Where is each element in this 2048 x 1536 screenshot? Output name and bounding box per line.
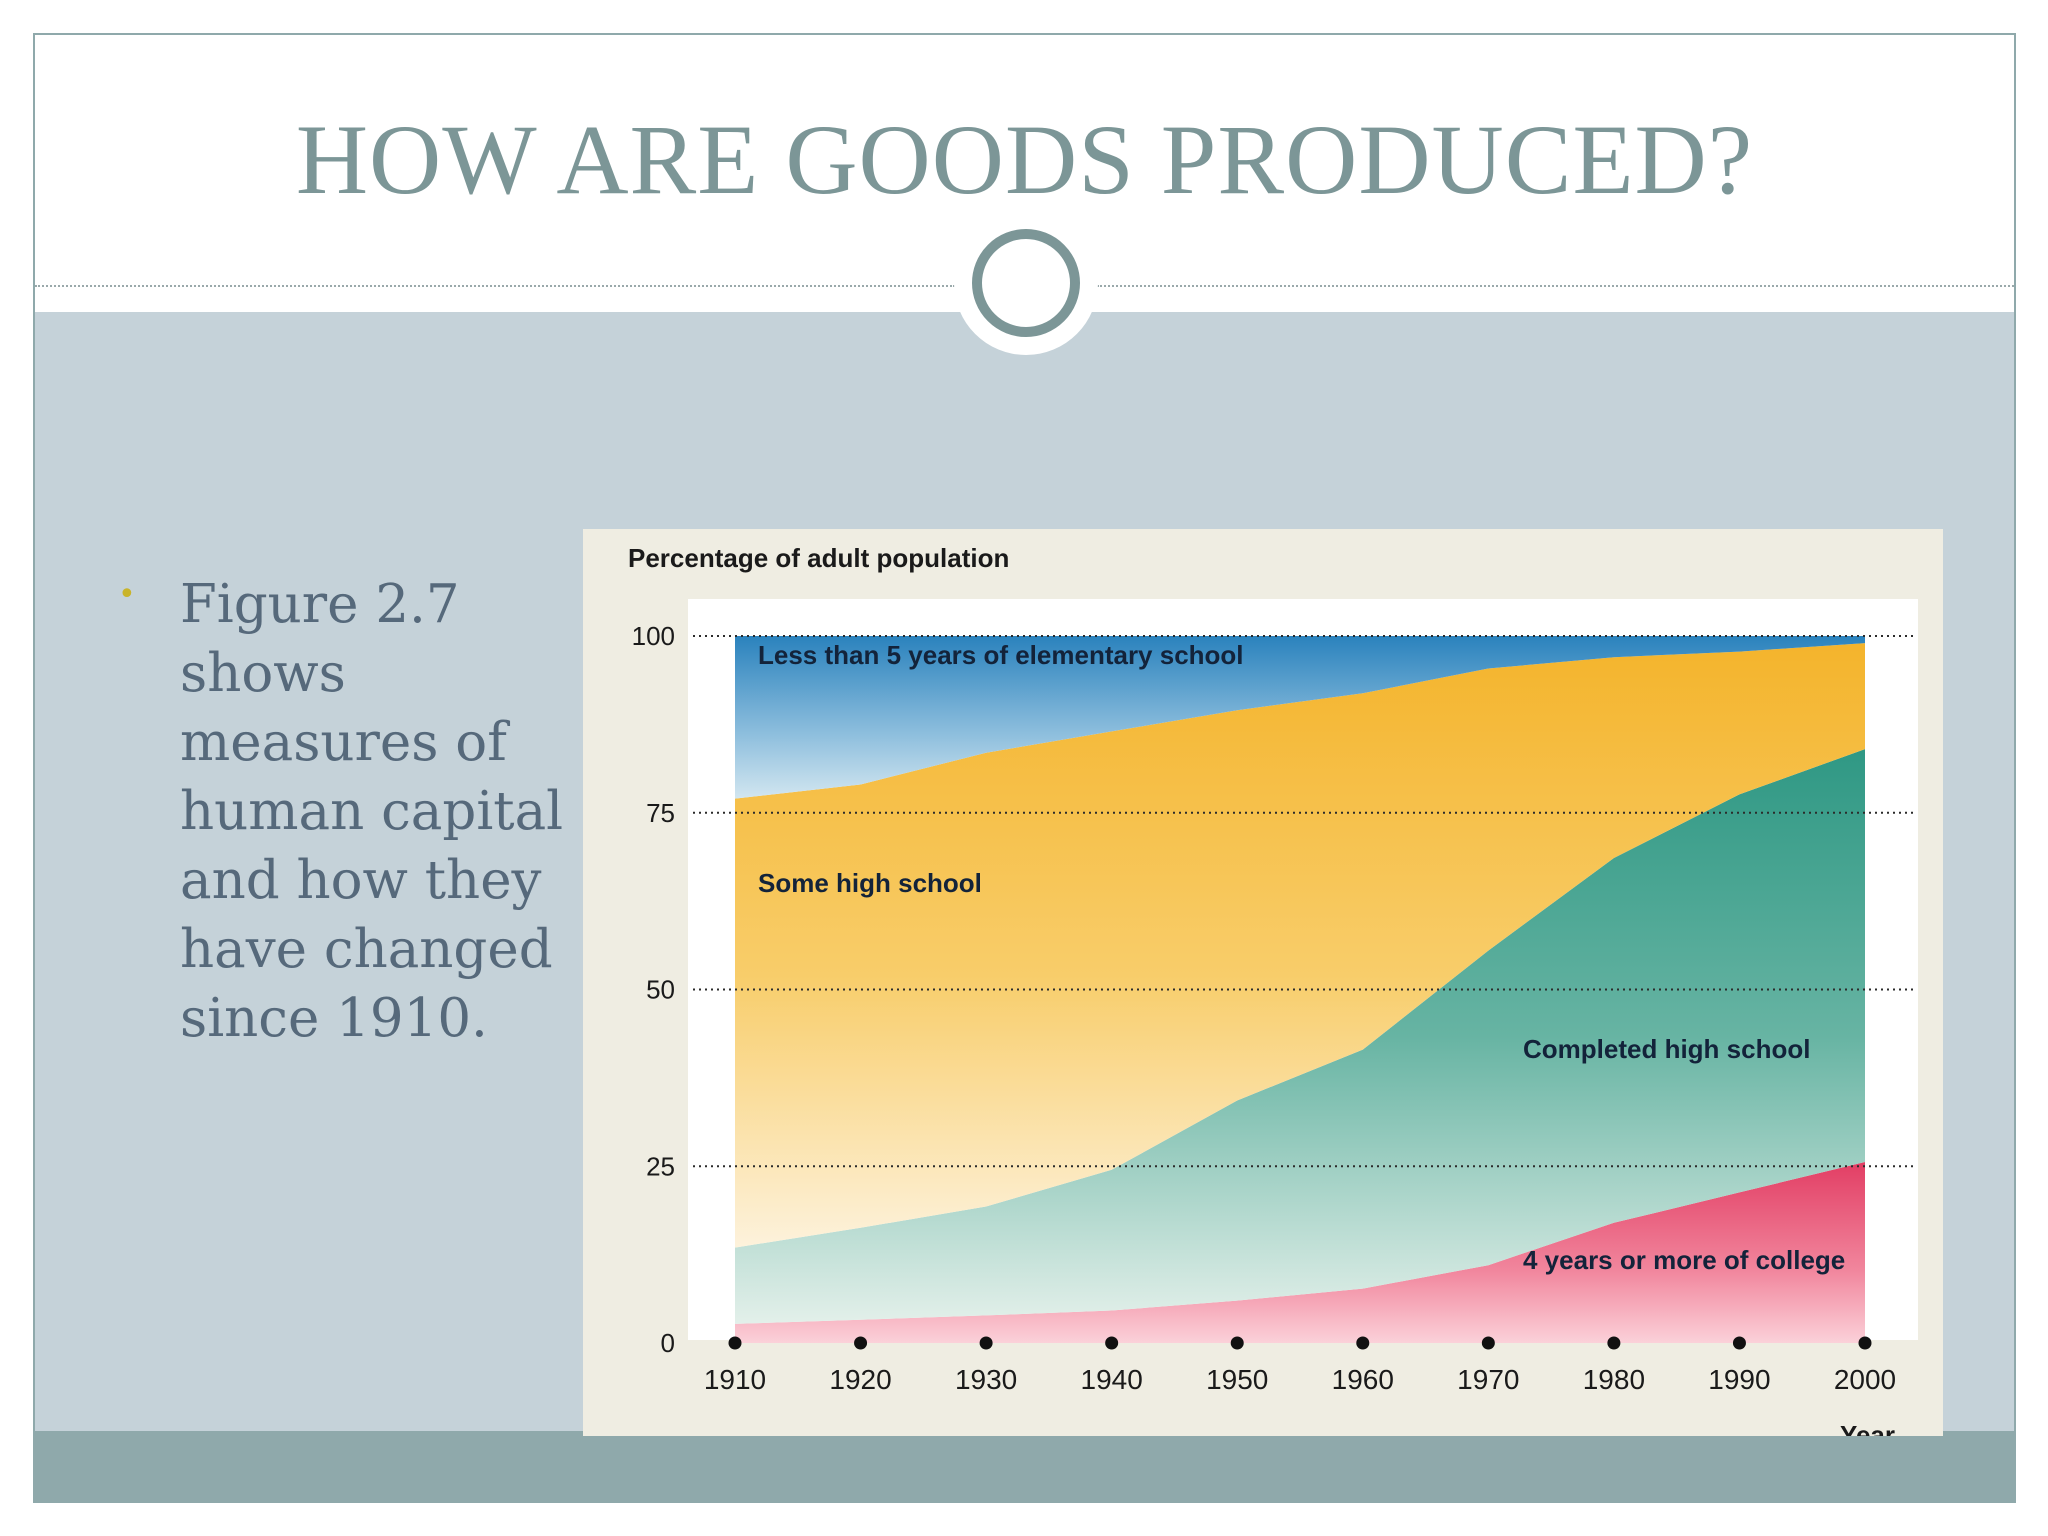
bullet-marker-icon: • bbox=[118, 577, 136, 612]
x-axis-marker-1920 bbox=[854, 1336, 868, 1350]
slide-title: HOW ARE GOODS PRODUCED? bbox=[295, 104, 1754, 215]
x-tick-label: 1910 bbox=[704, 1364, 766, 1395]
x-tick-label: 1950 bbox=[1206, 1364, 1268, 1395]
y-tick-label: 100 bbox=[632, 621, 675, 651]
x-tick-label: 1940 bbox=[1081, 1364, 1143, 1395]
x-axis-marker-1980 bbox=[1607, 1336, 1621, 1350]
y-tick-label: 25 bbox=[646, 1151, 675, 1181]
x-axis-marker-1910 bbox=[728, 1336, 742, 1350]
area-elementary bbox=[735, 636, 1865, 799]
x-tick-label: 1930 bbox=[955, 1364, 1017, 1395]
area-college bbox=[735, 1162, 1865, 1343]
x-tick-label: 2000 bbox=[1834, 1364, 1896, 1395]
y-tick-label: 50 bbox=[646, 975, 675, 1005]
x-tick-label: 1960 bbox=[1332, 1364, 1394, 1395]
area-completed-high-school bbox=[735, 749, 1865, 1324]
chart-panel: Percentage of adult population 0 25 50 7… bbox=[583, 529, 1943, 1436]
x-tick-label: 1990 bbox=[1708, 1364, 1770, 1395]
title-divider-right bbox=[1097, 285, 2014, 287]
series-label-completed-high-school: Completed high school bbox=[1523, 1034, 1810, 1064]
education-area-chart: Percentage of adult population 0 25 50 7… bbox=[628, 543, 1918, 1436]
series-label-college: 4 years or more of college bbox=[1523, 1245, 1845, 1275]
x-tick-labels: 1910 1920 1930 1940 1950 1960 1970 1980 … bbox=[704, 1364, 1896, 1395]
title-ornament-circle bbox=[954, 211, 1098, 355]
x-axis-marker-1950 bbox=[1230, 1336, 1244, 1350]
title-divider-left bbox=[35, 285, 955, 287]
x-axis-marker-1970 bbox=[1481, 1336, 1495, 1350]
x-axis-marker-1940 bbox=[1105, 1336, 1119, 1350]
x-axis-marker-1960 bbox=[1356, 1336, 1370, 1350]
y-tick-label: 0 bbox=[661, 1328, 675, 1358]
series-label-some-high-school: Some high school bbox=[758, 868, 982, 898]
title-area: HOW ARE GOODS PRODUCED? bbox=[35, 35, 2014, 312]
series-label-elementary: Less than 5 years of elementary school bbox=[758, 640, 1244, 670]
x-axis-label: Year bbox=[1840, 1420, 1895, 1436]
x-tick-label: 1970 bbox=[1457, 1364, 1519, 1395]
x-tick-label: 1920 bbox=[829, 1364, 891, 1395]
ornament-ring bbox=[972, 229, 1080, 337]
chart-title: Percentage of adult population bbox=[628, 543, 1009, 573]
y-tick-labels: 0 25 50 75 100 bbox=[632, 621, 675, 1358]
x-axis-markers bbox=[728, 1336, 1872, 1350]
y-tick-label: 75 bbox=[646, 798, 675, 828]
bullet-text: Figure 2.7 shows measures of human capit… bbox=[180, 574, 564, 1049]
slide: HOW ARE GOODS PRODUCED? • Figure 2.7 sho… bbox=[33, 33, 2016, 1503]
x-axis-marker-1990 bbox=[1732, 1336, 1746, 1350]
x-tick-label: 1980 bbox=[1583, 1364, 1645, 1395]
series-labels: Less than 5 years of elementary school S… bbox=[758, 640, 1845, 1275]
x-axis-marker-2000 bbox=[1858, 1336, 1872, 1350]
x-axis-marker-1930 bbox=[979, 1336, 993, 1350]
footer-band bbox=[35, 1431, 2014, 1501]
area-some-high-school bbox=[735, 643, 1865, 1248]
area-layer bbox=[735, 636, 1865, 1343]
